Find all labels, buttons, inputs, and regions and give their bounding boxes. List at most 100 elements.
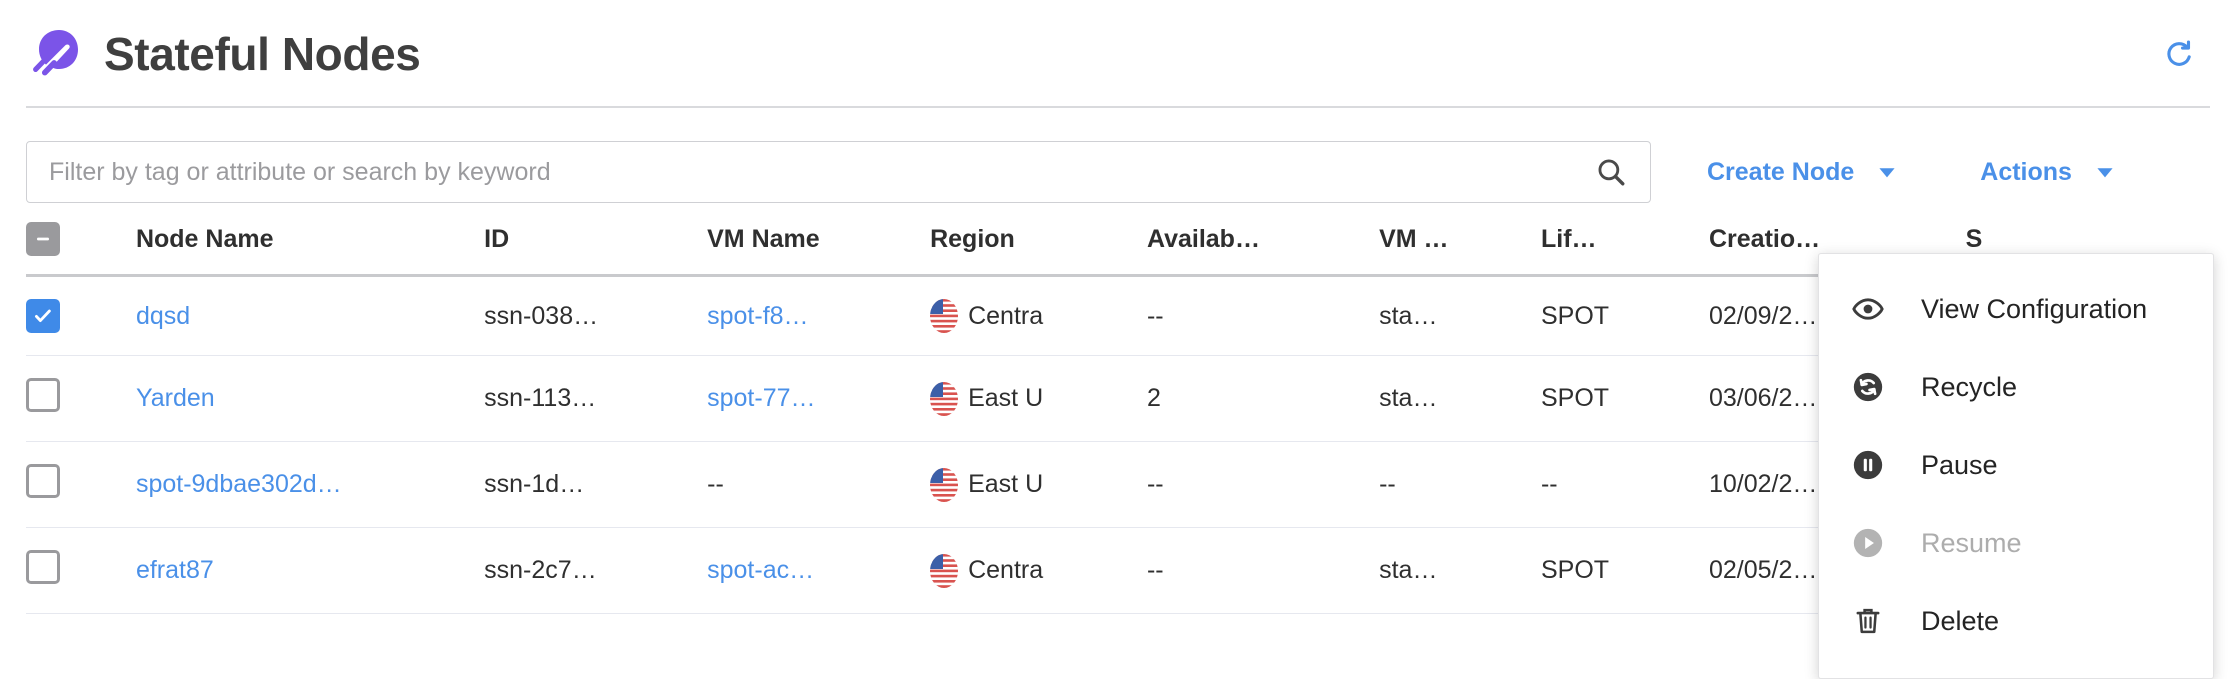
menu-item-view-configuration[interactable]: View Configuration [1819,270,2213,348]
cell-region: East U [930,355,1147,442]
vm-name-link[interactable]: spot-77… [707,384,816,412]
availability-zone-text: 2 [1146,384,1161,412]
column-header-vm-name[interactable]: VM Name [707,204,931,277]
search-input[interactable] [27,142,1650,202]
lifecycle-text: SPOT [1540,384,1610,412]
refresh-icon[interactable] [2154,29,2204,79]
cell-availability-zone: 2 [1146,355,1380,442]
row-select-cell [26,275,136,356]
row-checkbox[interactable] [26,378,60,412]
spot-rocket-logo-icon [26,23,88,85]
column-header-vm-name-label: VM Name [707,224,820,253]
row-checkbox[interactable] [26,550,60,584]
column-header-id[interactable]: ID [484,204,708,277]
cell-id: ssn-2c7… [484,527,708,614]
row-select-cell [26,527,136,614]
creation-time-text: 02/05/2… [1708,556,1818,584]
table-header: Node Name ID VM Name Region Availab… VM … [26,204,2210,277]
row-select-cell [26,355,136,442]
cell-availability-zone: -- [1146,441,1380,528]
row-checkbox[interactable] [26,464,60,498]
play-circle-icon [1845,526,1891,560]
select-all-checkbox[interactable] [26,222,60,256]
search-icon[interactable] [1594,155,1628,189]
menu-item-delete[interactable]: Delete [1819,582,2213,660]
vm-name-link[interactable]: spot-f8… [707,301,809,330]
vm-name-link[interactable]: spot-ac… [707,556,815,584]
vm-type-text: sta… [1379,556,1438,584]
cell-availability-zone: -- [1146,275,1380,356]
trash-icon [1845,604,1891,638]
cell-vm-type: sta… [1379,355,1541,442]
cell-vm-name: spot-77… [707,355,931,442]
node-name-link[interactable]: efrat87 [135,556,214,584]
pause-circle-icon [1845,448,1891,482]
column-header-availability-zone-label: Availab… [1146,224,1260,253]
table-row[interactable]: efrat87 ssn-2c7… spot-ac… Centra -- sta…… [26,527,2210,614]
cell-id: ssn-113… [484,355,708,442]
cell-lifecycle: SPOT [1540,527,1709,614]
row-select-cell [26,441,136,528]
cell-node-name: efrat87 [135,527,485,614]
toolbar: Create Node Actions [0,108,2234,204]
cell-id: ssn-038… [484,275,708,356]
actions-button[interactable]: Actions [1980,158,2118,187]
node-name-link[interactable]: Yarden [135,384,215,412]
availability-zone-text: -- [1146,470,1164,498]
creation-time-text: 02/09/2… [1708,301,1818,330]
chevron-down-icon [2092,159,2118,185]
search-box[interactable] [26,141,1651,203]
menu-item-pause[interactable]: Pause [1819,426,2213,504]
page-title: Stateful Nodes [104,28,421,80]
select-all-cell [26,204,136,277]
menu-item-label: Pause [1921,449,1998,480]
column-header-creation-time-label: Creatio… [1708,224,1821,253]
us-flag-icon [930,553,959,588]
lifecycle-text: SPOT [1540,556,1610,584]
chevron-down-icon [1874,159,1900,185]
create-node-button[interactable]: Create Node [1707,158,1900,187]
node-id-text: ssn-1d… [484,470,585,498]
region-text: East U [968,384,1044,412]
cell-vm-name: spot-f8… [707,275,931,356]
column-header-availability-zone[interactable]: Availab… [1146,204,1380,277]
us-flag-icon [930,381,959,416]
column-header-status-label: S [1965,224,1983,253]
creation-time-text: 10/02/2… [1708,470,1818,498]
menu-item-label: View Configuration [1921,293,2148,324]
us-flag-icon [930,467,959,502]
availability-zone-text: -- [1146,556,1164,584]
vm-name-link: -- [707,470,724,498]
region-text: Centra [968,301,1044,330]
lifecycle-text: -- [1540,470,1558,498]
cell-lifecycle: -- [1540,441,1709,528]
node-id-text: ssn-113… [484,384,597,412]
cell-vm-type: -- [1379,441,1541,528]
lifecycle-text: SPOT [1540,301,1610,330]
us-flag-icon [930,299,959,333]
cell-region: Centra [930,275,1147,356]
cell-id: ssn-1d… [484,441,708,528]
row-checkbox[interactable] [26,299,60,333]
node-name-link[interactable]: spot-9dbae302d… [135,470,342,498]
page-header: Stateful Nodes [0,0,2234,108]
node-name-link[interactable]: dqsd [135,301,191,330]
cell-lifecycle: SPOT [1540,355,1709,442]
menu-item-recycle[interactable]: Recycle [1819,348,2213,426]
actions-label: Actions [1980,157,2072,186]
column-header-lifecycle[interactable]: Lif… [1540,204,1709,277]
column-header-vm-type[interactable]: VM … [1379,204,1541,277]
availability-zone-text: -- [1146,301,1164,330]
create-node-label: Create Node [1707,157,1855,186]
cell-lifecycle: SPOT [1540,275,1709,356]
column-header-lifecycle-label: Lif… [1540,224,1597,253]
region-text: East U [968,470,1044,498]
cell-vm-type: sta… [1379,275,1541,356]
column-header-region[interactable]: Region [930,204,1147,277]
cell-vm-type: sta… [1379,527,1541,614]
column-header-id-label: ID [484,224,510,253]
column-header-node-name[interactable]: Node Name [135,204,485,277]
cell-vm-name: spot-ac… [707,527,931,614]
menu-item-label: Resume [1921,527,2022,558]
vm-type-text: -- [1379,470,1396,498]
